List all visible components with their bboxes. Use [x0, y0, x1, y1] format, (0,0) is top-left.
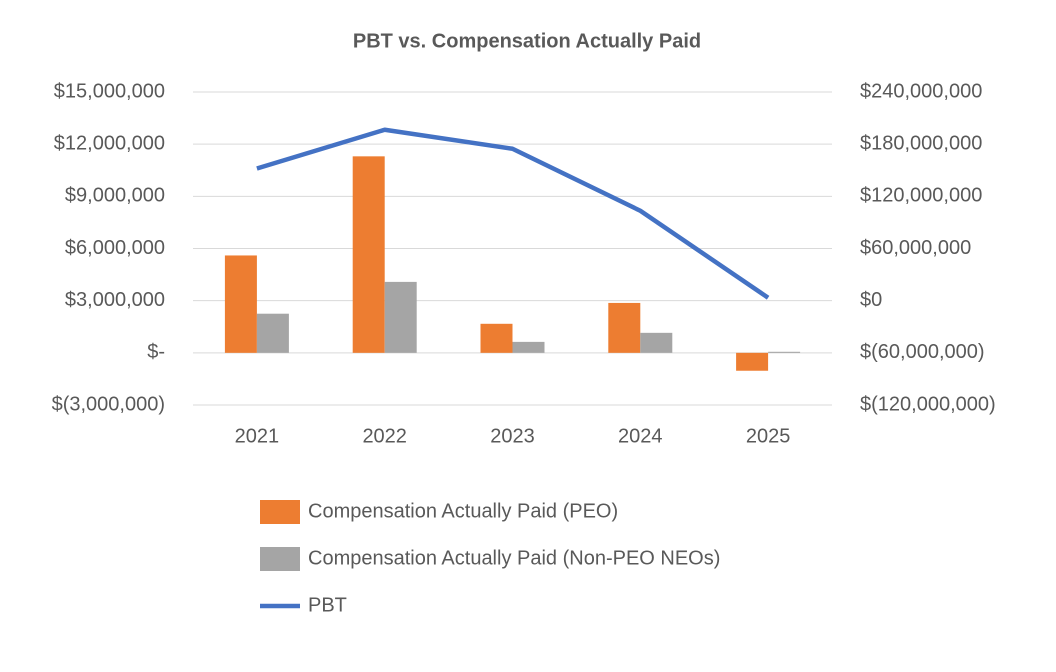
bar: [640, 332, 673, 353]
bar: [352, 156, 385, 353]
bar: [384, 281, 417, 353]
chart-title: PBT vs. Compensation Actually Paid: [353, 30, 701, 52]
y2-tick-label: $(60,000,000): [860, 341, 985, 363]
y-tick-label: $(3,000,000): [52, 393, 165, 415]
y2-tick-label: $240,000,000: [860, 80, 982, 102]
y2-tick-label: $180,000,000: [860, 132, 982, 154]
bar: [608, 302, 641, 353]
y-tick-label: $12,000,000: [54, 132, 165, 154]
bar: [224, 255, 257, 353]
x-tick-label: 2022: [362, 425, 407, 447]
y-tick-label: $-: [147, 341, 165, 363]
bar: [768, 351, 801, 353]
bar: [736, 352, 769, 371]
legend-swatch: [260, 547, 300, 571]
y2-tick-label: $120,000,000: [860, 185, 982, 207]
bar: [512, 341, 545, 353]
legend-label: PBT: [308, 594, 347, 616]
legend-swatch: [260, 500, 300, 524]
y2-tick-label: $60,000,000: [860, 237, 971, 259]
y2-tick-label: $(120,000,000): [860, 393, 996, 415]
line: [256, 127, 770, 300]
x-tick-label: 2025: [746, 425, 791, 447]
x-tick-label: 2023: [490, 425, 535, 447]
y-tick-label: $3,000,000: [65, 289, 165, 311]
y2-tick-label: $0: [860, 289, 882, 311]
bar: [256, 313, 289, 353]
y-tick-label: $6,000,000: [65, 237, 165, 259]
legend-label: Compensation Actually Paid (Non-PEO NEOs…: [308, 547, 720, 569]
legend-label: Compensation Actually Paid (PEO): [308, 500, 618, 522]
x-tick-label: 2021: [235, 425, 280, 447]
x-tick-label: 2024: [618, 425, 663, 447]
y-tick-label: $15,000,000: [54, 80, 165, 102]
bar: [480, 323, 513, 353]
y-tick-label: $9,000,000: [65, 185, 165, 207]
